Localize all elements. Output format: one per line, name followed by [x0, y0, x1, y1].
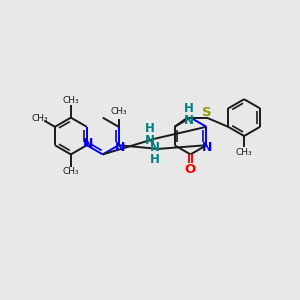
- Text: H
N: H N: [184, 102, 194, 127]
- Text: CH₃: CH₃: [32, 114, 49, 123]
- Text: CH₃: CH₃: [110, 107, 127, 116]
- Text: N: N: [83, 136, 93, 149]
- Text: N
H: N H: [150, 141, 160, 166]
- Text: N: N: [115, 141, 125, 154]
- Text: S: S: [202, 106, 212, 119]
- Text: CH₃: CH₃: [63, 96, 79, 105]
- Text: O: O: [185, 164, 196, 176]
- Text: H
N: H N: [145, 122, 155, 147]
- Text: CH₃: CH₃: [63, 167, 79, 176]
- Text: N: N: [202, 141, 213, 154]
- Text: CH₃: CH₃: [236, 148, 252, 157]
